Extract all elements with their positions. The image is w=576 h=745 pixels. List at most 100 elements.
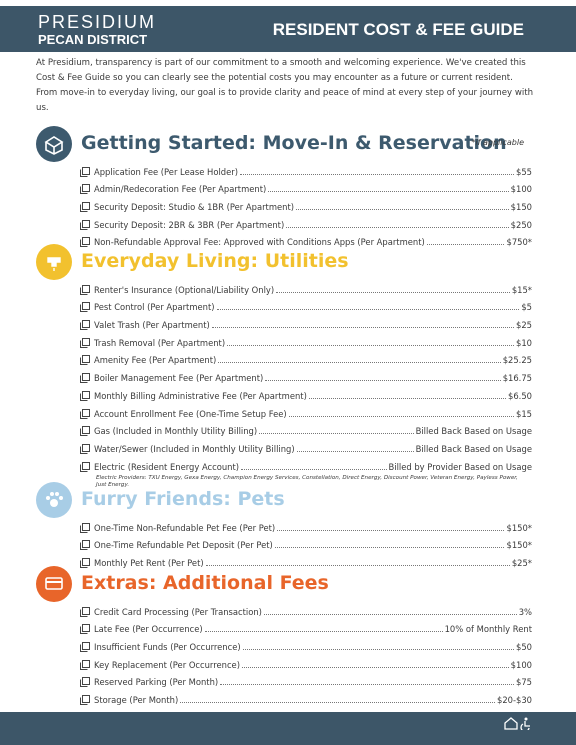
dot-leader bbox=[259, 433, 414, 435]
checkbox-icon bbox=[80, 642, 90, 653]
fee-row: One-Time Non-Refundable Pet Fee (Per Pet… bbox=[80, 518, 532, 536]
fee-row: Security Deposit: Studio & 1BR (Per Apar… bbox=[80, 197, 532, 215]
fee-label: Electric (Resident Energy Account) bbox=[94, 461, 240, 472]
fee-row: Insufficient Funds (Per Occurrence) $50 bbox=[80, 637, 532, 655]
fee-price: $150 bbox=[510, 202, 532, 213]
checkbox-icon bbox=[80, 390, 90, 401]
fee-row: Storage (Per Month) $20-$30 bbox=[80, 690, 532, 708]
fee-label: Late Fee (Per Occurrence) bbox=[94, 624, 203, 635]
section-head: Extras: Additional Fees bbox=[36, 566, 532, 602]
fee-price: $50 bbox=[516, 642, 532, 653]
fee-price: Billed by Provider Based on Usage bbox=[388, 461, 533, 472]
fee-label: One-Time Non-Refundable Pet Fee (Per Pet… bbox=[94, 522, 276, 533]
dot-leader bbox=[296, 450, 414, 452]
fee-row: Valet Trash (Per Apartment) $25 bbox=[80, 315, 532, 333]
fee-row: Renter's Insurance (Optional/Liability O… bbox=[80, 280, 532, 298]
intro: At Presidium, transparency is part of ou… bbox=[36, 58, 534, 113]
fee-row: Application Fee (Per Lease Holder) $55 bbox=[80, 162, 532, 180]
fee-label: Key Replacement (Per Occurrence) bbox=[94, 659, 240, 670]
fee-label: Reserved Parking (Per Month) bbox=[94, 677, 219, 688]
checkbox-icon bbox=[80, 677, 90, 688]
fee-row: Water/Sewer (Included in Monthly Utility… bbox=[80, 439, 532, 457]
item-list: One-Time Non-Refundable Pet Fee (Per Pet… bbox=[36, 518, 532, 571]
section-note: *if applicable bbox=[471, 138, 524, 147]
checkbox-icon bbox=[80, 373, 90, 384]
dot-leader bbox=[277, 529, 505, 531]
fee-price: $15* bbox=[511, 284, 532, 295]
dot-leader bbox=[220, 684, 514, 686]
fee-price: $25.25 bbox=[502, 355, 532, 366]
dot-leader bbox=[216, 309, 520, 311]
dot-leader bbox=[263, 613, 517, 615]
fee-label: Water/Sewer (Included in Monthly Utility… bbox=[94, 443, 295, 454]
fee-label: Renter's Insurance (Optional/Liability O… bbox=[94, 284, 275, 295]
checkbox-icon bbox=[80, 461, 90, 472]
dot-leader bbox=[241, 666, 509, 668]
section-head: Furry Friends: Pets bbox=[36, 482, 532, 518]
fee-label: Security Deposit: 2BR & 3BR (Per Apartme… bbox=[94, 219, 285, 230]
section-icon bbox=[36, 244, 72, 280]
fee-price: $150* bbox=[506, 540, 532, 551]
fee-price: $16.75 bbox=[502, 373, 532, 384]
fee-row: Late Fee (Per Occurrence) 10% of Monthly … bbox=[80, 620, 532, 638]
fee-row: Gas (Included in Monthly Utility Billing… bbox=[80, 422, 532, 440]
fee-price: $15 bbox=[516, 408, 532, 419]
fee-row: Security Deposit: 2BR & 3BR (Per Apartme… bbox=[80, 215, 532, 233]
fee-label: Valet Trash (Per Apartment) bbox=[94, 320, 210, 331]
checkbox-icon bbox=[80, 522, 90, 533]
dot-leader bbox=[242, 649, 514, 651]
checkbox-icon bbox=[80, 337, 90, 348]
fee-row: Electric (Resident Energy Account) Billed… bbox=[80, 457, 532, 475]
fee-label: Amenity Fee (Per Apartment) bbox=[94, 355, 217, 366]
fee-label: Gas (Included in Monthly Utility Billing… bbox=[94, 426, 258, 437]
checkbox-icon bbox=[80, 302, 90, 313]
section-icon bbox=[36, 482, 72, 518]
checkbox-icon bbox=[80, 624, 90, 635]
dot-leader bbox=[274, 547, 505, 549]
fee-label: Pest Control (Per Apartment) bbox=[94, 302, 215, 313]
checkbox-icon bbox=[80, 237, 90, 248]
section-title: Everyday Living: Utilities bbox=[81, 250, 349, 272]
fee-price: $250 bbox=[510, 219, 532, 230]
fee-price: $55 bbox=[516, 166, 532, 177]
section: Furry Friends: Pets One-Time Non-Refundab… bbox=[36, 482, 532, 571]
fee-row: Key Replacement (Per Occurrence) $100 bbox=[80, 655, 532, 673]
section-icon bbox=[36, 566, 72, 602]
fee-price: $25 bbox=[516, 320, 532, 331]
fee-price: 10% of Monthly Rent bbox=[444, 624, 532, 635]
fee-row: Account Enrollment Fee (One-Time Setup F… bbox=[80, 404, 532, 422]
fee-price: $150* bbox=[506, 522, 532, 533]
brand: PRESIDIUM bbox=[38, 12, 157, 32]
section: Getting Started: Move-In & Reservation *i… bbox=[36, 126, 532, 250]
fee-price: $100 bbox=[510, 659, 532, 670]
dot-leader bbox=[227, 344, 514, 346]
dot-leader bbox=[239, 173, 514, 175]
dot-leader bbox=[308, 397, 507, 399]
fee-row: Pest Control (Per Apartment) $5 bbox=[80, 298, 532, 316]
item-list: Credit Card Processing (Per Transaction)… bbox=[36, 602, 532, 708]
fee-row: Monthly Billing Administrative Fee (Per … bbox=[80, 386, 532, 404]
footnote: Electric Providers: TXU Energy, Gexa Ene… bbox=[96, 474, 518, 488]
fee-label: Storage (Per Month) bbox=[94, 695, 179, 706]
fee-label: Admin/Redecoration Fee (Per Apartment) bbox=[94, 184, 267, 195]
checkbox-icon bbox=[80, 284, 90, 295]
fee-label: Credit Card Processing (Per Transaction) bbox=[94, 606, 262, 617]
section-title: Furry Friends: Pets bbox=[81, 488, 285, 510]
checkbox-icon bbox=[80, 320, 90, 331]
dot-leader bbox=[204, 631, 443, 633]
fee-price: $100 bbox=[510, 184, 532, 195]
fee-row: Reserved Parking (Per Month) $75 bbox=[80, 673, 532, 691]
checkbox-icon bbox=[80, 355, 90, 366]
fee-row: One-Time Refundable Pet Deposit (Per Pet… bbox=[80, 536, 532, 554]
fee-price: $5 bbox=[521, 302, 532, 313]
checkbox-icon bbox=[80, 202, 90, 213]
fee-price: $75 bbox=[516, 677, 532, 688]
fee-label: Monthly Billing Administrative Fee (Per … bbox=[94, 390, 307, 401]
checkbox-icon bbox=[80, 166, 90, 177]
checkbox-icon bbox=[80, 184, 90, 195]
fee-label: Non-Refundable Approval Fee: Approved wi… bbox=[94, 237, 425, 248]
section: Extras: Additional Fees Credit Card Proce… bbox=[36, 566, 532, 708]
dot-leader bbox=[268, 191, 509, 193]
fee-price: $10 bbox=[516, 337, 532, 348]
